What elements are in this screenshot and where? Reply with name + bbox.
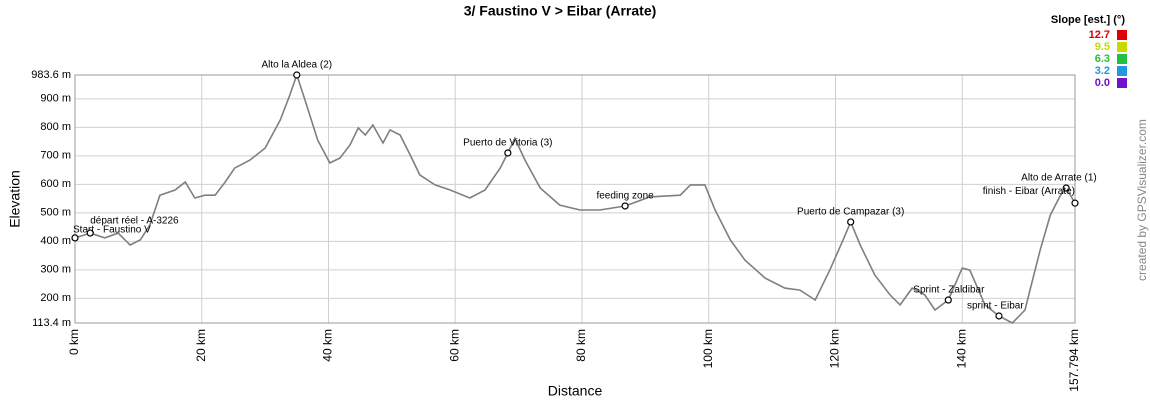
legend-swatch bbox=[1117, 30, 1127, 40]
waypoint-label: sprint - Eibar bbox=[967, 301, 1024, 312]
waypoint-marker bbox=[995, 312, 1003, 320]
x-tick-label: 140 km bbox=[954, 329, 968, 368]
y-tick-label: 983.6 m bbox=[31, 69, 71, 81]
chart-title: 3/ Faustino V > Eibar (Arrate) bbox=[464, 3, 657, 19]
credit: created by GPSVisualizer.com bbox=[1135, 119, 1149, 281]
x-axis-label: Distance bbox=[548, 383, 603, 399]
legend-title: Slope [est.] (°) bbox=[1051, 14, 1125, 26]
legend-swatch bbox=[1117, 78, 1127, 88]
waypoint-marker bbox=[504, 149, 512, 157]
y-tick-label: 800 m bbox=[40, 121, 71, 133]
y-axis-label: Elevation bbox=[7, 170, 23, 228]
x-tick-label: 60 km bbox=[447, 329, 461, 362]
legend-swatch bbox=[1117, 42, 1127, 52]
legend-swatch bbox=[1117, 54, 1127, 64]
legend-label: 0.0 bbox=[1095, 77, 1110, 89]
waypoint-label: départ réel - A-3226 bbox=[90, 216, 179, 227]
x-tick-label: 157.794 km bbox=[1067, 329, 1081, 392]
waypoint-marker bbox=[621, 202, 629, 210]
waypoint-marker bbox=[1071, 199, 1079, 207]
waypoint-label: Start - Faustino V bbox=[73, 225, 151, 236]
y-tick-label: 500 m bbox=[40, 207, 71, 219]
waypoint-label: feeding zone bbox=[596, 191, 654, 202]
x-tick-label: 80 km bbox=[574, 329, 588, 362]
y-tick-label: 300 m bbox=[40, 264, 71, 276]
legend-swatch bbox=[1117, 66, 1127, 76]
waypoint-marker bbox=[71, 234, 79, 242]
y-tick-label: 600 m bbox=[40, 178, 71, 190]
waypoint-label: Alto de Arrate (1) bbox=[1021, 173, 1097, 184]
legend-label: 9.5 bbox=[1095, 41, 1110, 53]
y-tick-label: 700 m bbox=[40, 150, 71, 162]
y-tick-label: 400 m bbox=[40, 235, 71, 247]
x-tick-label: 120 km bbox=[828, 329, 842, 368]
waypoint-label: Puerto de Vitoria (3) bbox=[463, 138, 552, 149]
waypoint-marker bbox=[293, 71, 301, 79]
elevation-line bbox=[74, 72, 1076, 324]
x-tick-label: 20 km bbox=[194, 329, 208, 362]
waypoint-marker bbox=[847, 218, 855, 226]
waypoint-label: Puerto de Campazar (3) bbox=[797, 207, 904, 218]
waypoint-label: finish - Eibar (Arrate) bbox=[983, 186, 1075, 197]
legend-label: 3.2 bbox=[1095, 65, 1110, 77]
waypoint-marker bbox=[1062, 184, 1070, 192]
y-tick-label: 113.4 m bbox=[32, 317, 71, 329]
y-tick-label: 200 m bbox=[40, 292, 71, 304]
plot-frame bbox=[74, 74, 1076, 324]
legend-label: 12.7 bbox=[1089, 29, 1110, 41]
waypoint-marker bbox=[86, 229, 94, 237]
x-tick-label: 0 km bbox=[67, 329, 81, 355]
waypoint-label: Alto la Aldea (2) bbox=[262, 60, 333, 71]
waypoint-marker bbox=[944, 296, 952, 304]
y-tick-label: 900 m bbox=[40, 93, 71, 105]
legend-label: 6.3 bbox=[1095, 53, 1110, 65]
waypoint-label: Sprint - Zaldibar bbox=[913, 285, 985, 296]
x-tick-label: 100 km bbox=[701, 329, 715, 368]
x-tick-label: 40 km bbox=[321, 329, 335, 362]
